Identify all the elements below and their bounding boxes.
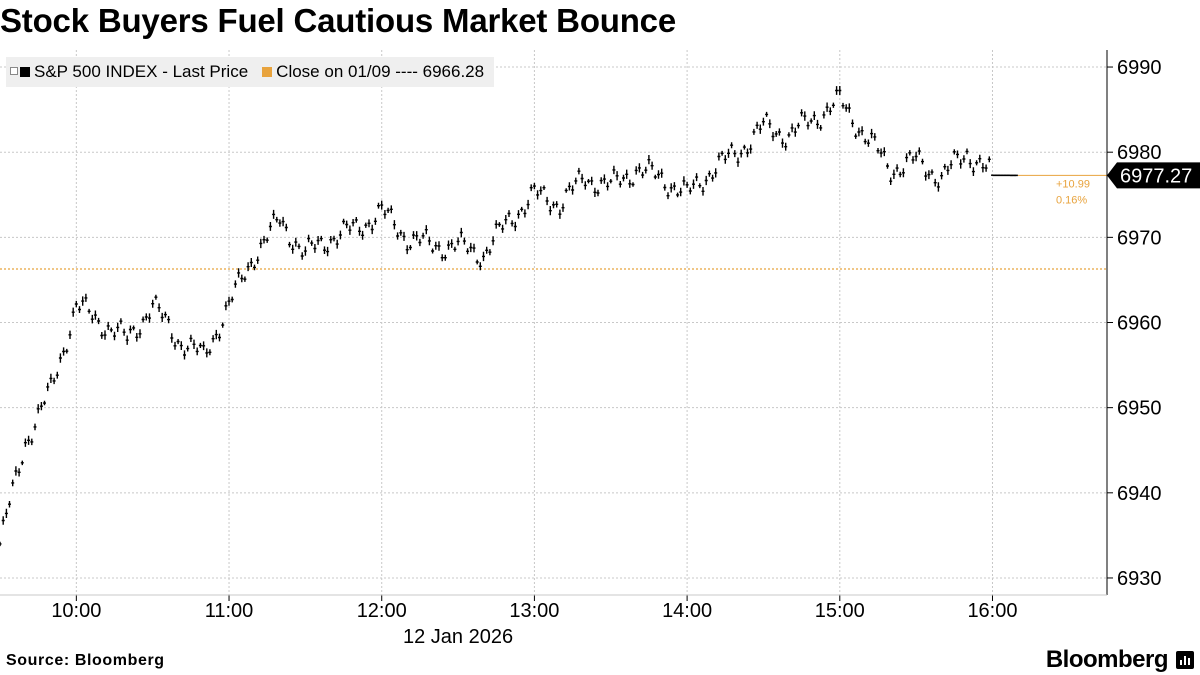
last-value-tag: 6977.27: [1107, 162, 1200, 189]
y-tick-label: 6940: [1117, 483, 1162, 505]
change-abs-label: +10.99: [1056, 178, 1090, 190]
bloomberg-badge-icon: [1176, 651, 1194, 669]
legend-item-price: S&P 500 INDEX - Last Price: [10, 62, 248, 82]
x-tick-label: 14:00: [662, 600, 712, 622]
y-tick-label: 6930: [1117, 568, 1162, 590]
legend-swatch-reference: [262, 67, 273, 77]
last-value-text: 6977.27: [1120, 165, 1192, 187]
legend-swatch-price: [20, 67, 30, 77]
x-tick-label: 16:00: [967, 600, 1017, 622]
x-tick-label: 15:00: [815, 600, 865, 622]
date-label: 12 Jan 2026: [403, 626, 513, 648]
last-value-tag-bg: [1107, 162, 1200, 189]
y-tick-label: 6980: [1117, 142, 1162, 164]
price-series: [0, 86, 1107, 547]
y-tick-label: 6970: [1117, 227, 1162, 249]
axis-labels: 6930 6940 6950 6960 6970 6980 6990 10:00 11:00 12…: [51, 57, 1200, 648]
x-tick-label: 10:00: [51, 600, 101, 622]
legend: S&P 500 INDEX - Last Price Close on 01/0…: [6, 57, 495, 87]
legend-label-reference: Close on 01/09 ---- 6966.28: [276, 62, 485, 81]
legend-mini-icon: [10, 67, 18, 75]
y-tick-label: 6990: [1117, 57, 1162, 79]
change-pct-label: 0.16%: [1056, 194, 1087, 206]
x-tick-label: 11:00: [205, 600, 254, 622]
legend-label-price: S&P 500 INDEX - Last Price: [34, 62, 249, 81]
chart-title: Stock Buyers Fuel Cautious Market Bounce: [0, 2, 676, 39]
grid-lines: [0, 50, 1107, 595]
price-ticks: [0, 86, 1017, 547]
source-note: Source: Bloomberg: [6, 652, 165, 669]
legend-item-reference: Close on 01/09 ---- 6966.28: [262, 62, 484, 82]
y-tick-label: 6960: [1117, 313, 1162, 335]
x-tick-label: 12:00: [357, 600, 407, 622]
x-tick-label: 13:00: [509, 600, 559, 622]
axes: [0, 50, 1113, 601]
brand-logo-text: Bloomberg: [1045, 646, 1169, 673]
y-tick-label: 6950: [1117, 398, 1162, 420]
